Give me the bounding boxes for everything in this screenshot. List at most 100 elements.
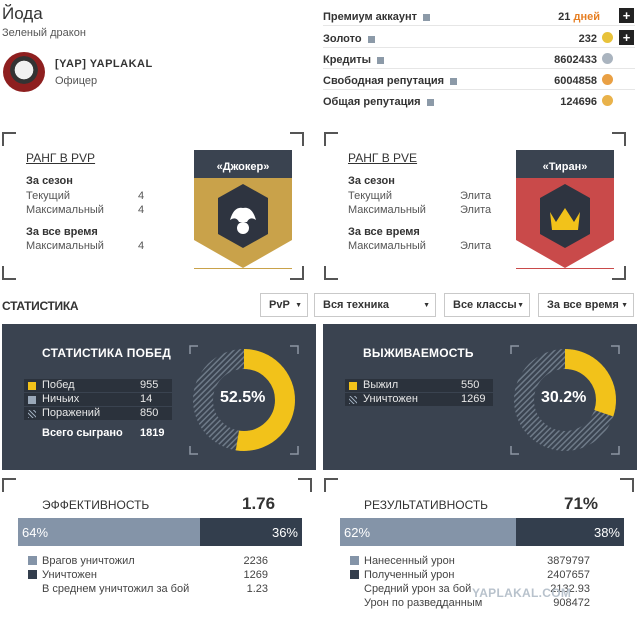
clan-role: Офицер [55, 75, 98, 87]
performance-right-pct: 38% [516, 518, 624, 546]
avg-kills-row: В среднем уничтожил за бой 1.23 [42, 583, 268, 595]
total-value: 1819 [140, 427, 165, 439]
performance-value: 71% [564, 494, 599, 513]
jester-icon [230, 207, 256, 234]
pve-current-label: Текущий [348, 190, 392, 202]
pvp-max-label: Максимальный [26, 204, 104, 216]
wins-row: Побед 955 [24, 379, 172, 392]
kills-row: Врагов уничтожил 2236 [28, 555, 268, 567]
gold-value: 232 [578, 33, 597, 45]
player-name: Йода [2, 4, 43, 23]
premium-label: Премиум аккаунт [323, 11, 431, 23]
total-xp-label: Общая репутация [323, 96, 434, 108]
performance-card: РЕЗУЛЬТАТИВНОСТЬ 71% 62% 38% Нанесенный … [324, 478, 634, 624]
losses-row: Поражений 850 [24, 407, 172, 420]
period-select[interactable]: За все время ▼ [538, 293, 634, 317]
pve-current-value: Элита [460, 190, 492, 202]
wins-title: СТАТИСТИКА ПОБЕД [42, 346, 171, 360]
gold-row: Золото 232 + [323, 28, 635, 48]
wins-percent: 52.5% [220, 389, 266, 406]
draws-row: Ничьих 14 [24, 393, 172, 406]
survived-row: Выжил 550 [345, 379, 493, 392]
crown-icon [550, 208, 580, 230]
gold-label: Золото [323, 33, 375, 45]
pve-rank-badge: «Тиран» [516, 150, 614, 268]
wins-panel: СТАТИСТИКА ПОБЕД Побед 955 Ничьих 14 Пораж… [2, 324, 316, 470]
pvp-rank-badge: «Джокер» [194, 150, 292, 268]
pve-season-heading: За сезон [348, 175, 395, 187]
chevron-down-icon: ▼ [423, 302, 430, 309]
credits-label: Кредиты [323, 54, 385, 66]
pvp-season-heading: За сезон [26, 175, 73, 187]
info-icon[interactable] [426, 98, 434, 106]
class-select[interactable]: Все классы ▼ [444, 293, 530, 317]
info-icon[interactable] [367, 35, 375, 43]
info-icon[interactable] [377, 56, 385, 64]
vehicle-select[interactable]: Вся техника ▼ [314, 293, 436, 317]
deaths-row: Уничтожен 1269 [28, 569, 268, 581]
free-xp-label: Свободная репутация [323, 75, 458, 87]
pve-alltime-max-label: Максимальный [348, 240, 426, 252]
premium-value: 21 дней [558, 11, 600, 23]
performance-bar: 62% 38% [340, 518, 624, 546]
player-subtitle: Зеленый дракон [2, 27, 86, 39]
efficiency-right-pct: 36% [200, 518, 302, 546]
credits-row: Кредиты 8602433 [323, 49, 635, 69]
performance-left-pct: 62% [340, 518, 516, 546]
survival-percent: 30.2% [541, 389, 587, 406]
spotting-damage-row: Урон по разведданным 908472 [364, 597, 590, 609]
stats-heading: СТАТИСТИКА [2, 299, 79, 313]
total-xp-value: 124696 [560, 96, 597, 108]
pvp-alltime-max-label: Максимальный [26, 240, 104, 252]
pve-rank-card: РАНГ В PVE За сезон Текущий Элита Максим… [324, 132, 626, 280]
free-xp-icon [602, 74, 613, 85]
destroyed-row: Уничтожен 1269 [345, 393, 493, 406]
credits-icon [602, 53, 613, 64]
chevron-down-icon: ▼ [295, 302, 302, 309]
pvp-current-label: Текущий [26, 190, 70, 202]
performance-title: РЕЗУЛЬТАТИВНОСТЬ [364, 498, 489, 512]
pvp-max-value: 4 [138, 204, 145, 216]
survival-panel: ВЫЖИВАЕМОСТЬ Выжил 550 Уничтожен 1269 30.2… [323, 324, 637, 470]
wins-donut [189, 345, 299, 455]
pvp-current-value: 4 [138, 190, 145, 202]
gold-icon [602, 32, 613, 43]
efficiency-title: ЭФФЕКТИВНОСТЬ [42, 498, 150, 512]
free-xp-row: Свободная репутация 6004858 [323, 70, 635, 90]
efficiency-card: ЭФФЕКТИВНОСТЬ 1.76 64% 36% Врагов уничто… [2, 478, 312, 624]
pvp-alltime-max-value: 4 [138, 240, 145, 252]
chevron-down-icon: ▼ [621, 302, 628, 309]
credits-value: 8602433 [554, 54, 597, 66]
free-xp-value: 6004858 [554, 75, 597, 87]
pve-max-value: Элита [460, 204, 492, 216]
pve-max-label: Максимальный [348, 204, 426, 216]
mode-select[interactable]: PvP ▼ [260, 293, 308, 317]
pve-alltime-heading: За все время [348, 226, 420, 238]
premium-row: Премиум аккаунт 21 дней + [323, 6, 635, 26]
clan-emblem[interactable] [3, 52, 45, 92]
avg-damage-row: Средний урон за бой 2132.93 [364, 583, 590, 595]
pve-badge-label: «Тиран» [543, 161, 588, 173]
buy-premium-button[interactable]: + [619, 8, 634, 23]
pvp-rank-card: РАНГ В PVP За сезон Текущий 4 Максимальн… [2, 132, 304, 280]
info-icon[interactable] [450, 77, 458, 85]
efficiency-value: 1.76 [242, 494, 276, 513]
survival-title: ВЫЖИВАЕМОСТЬ [363, 346, 474, 360]
pve-alltime-max-value: Элита [460, 240, 492, 252]
total-label: Всего сыграно [42, 427, 123, 439]
watermark: YAPLAKAL.COM [472, 586, 572, 600]
buy-gold-button[interactable]: + [619, 30, 634, 45]
pvp-alltime-heading: За все время [26, 226, 98, 238]
total-xp-row: Общая репутация 124696 [323, 91, 635, 111]
chevron-down-icon: ▼ [517, 302, 524, 309]
efficiency-bar: 64% 36% [18, 518, 302, 546]
pvp-badge-label: «Джокер» [217, 161, 270, 173]
received-damage-row: Полученный урон 2407657 [350, 569, 590, 581]
pvp-rank-title[interactable]: РАНГ В PVP [26, 151, 96, 165]
efficiency-left-pct: 64% [18, 518, 200, 546]
clan-name[interactable]: [YAP] YAPLAKAL [55, 58, 153, 70]
dealt-damage-row: Нанесенный урон 3879797 [350, 555, 590, 567]
pve-rank-title[interactable]: РАНГ В PVE [348, 151, 418, 165]
survival-donut [510, 345, 620, 455]
info-icon[interactable] [423, 13, 431, 21]
